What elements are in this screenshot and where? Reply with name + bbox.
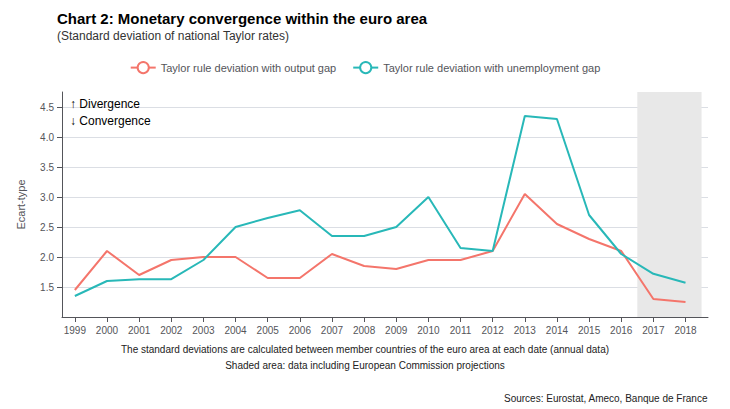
svg-text:3.5: 3.5 xyxy=(40,162,54,173)
svg-text:Taylor rule deviation with une: Taylor rule deviation with unemployment … xyxy=(383,62,600,74)
svg-text:2014: 2014 xyxy=(546,325,569,336)
svg-text:Ecart-type: Ecart-type xyxy=(15,179,27,229)
svg-text:2.5: 2.5 xyxy=(40,222,54,233)
svg-text:Sources: Eurostat, Ameco, Banq: Sources: Eurostat, Ameco, Banque de Fran… xyxy=(504,393,708,404)
svg-text:1.5: 1.5 xyxy=(40,282,54,293)
svg-text:2003: 2003 xyxy=(192,325,215,336)
svg-text:3.0: 3.0 xyxy=(40,192,54,203)
svg-text:2011: 2011 xyxy=(450,325,472,336)
svg-text:2013: 2013 xyxy=(514,325,537,336)
svg-text:↑ Divergence: ↑ Divergence xyxy=(70,97,140,111)
svg-text:Taylor rule deviation with out: Taylor rule deviation with output gap xyxy=(161,62,337,74)
svg-text:2015: 2015 xyxy=(578,325,601,336)
svg-text:Shaded area: data including Eu: Shaded area: data including European Com… xyxy=(225,360,505,371)
svg-text:2000: 2000 xyxy=(96,325,119,336)
svg-text:4.0: 4.0 xyxy=(40,132,54,143)
svg-text:(Standard deviation of nationa: (Standard deviation of national Taylor r… xyxy=(57,29,289,43)
svg-text:2005: 2005 xyxy=(257,325,280,336)
svg-text:2016: 2016 xyxy=(610,325,633,336)
svg-text:2002: 2002 xyxy=(160,325,183,336)
svg-text:2010: 2010 xyxy=(417,325,440,336)
svg-text:2018: 2018 xyxy=(674,325,697,336)
svg-text:2004: 2004 xyxy=(224,325,247,336)
svg-text:2009: 2009 xyxy=(385,325,408,336)
svg-text:2012: 2012 xyxy=(482,325,505,336)
svg-text:The standard deviations are ca: The standard deviations are calculated b… xyxy=(121,344,609,355)
svg-text:1999: 1999 xyxy=(64,325,87,336)
svg-text:2006: 2006 xyxy=(289,325,312,336)
svg-text:2017: 2017 xyxy=(642,325,665,336)
svg-text:2001: 2001 xyxy=(128,325,151,336)
svg-text:2.0: 2.0 xyxy=(40,252,54,263)
svg-text:2007: 2007 xyxy=(321,325,344,336)
svg-text:4.5: 4.5 xyxy=(40,102,54,113)
svg-text:2008: 2008 xyxy=(353,325,376,336)
svg-text:Chart 2: Monetary convergence: Chart 2: Monetary convergence within the… xyxy=(57,10,428,27)
svg-text:↓ Convergence: ↓ Convergence xyxy=(70,114,151,128)
